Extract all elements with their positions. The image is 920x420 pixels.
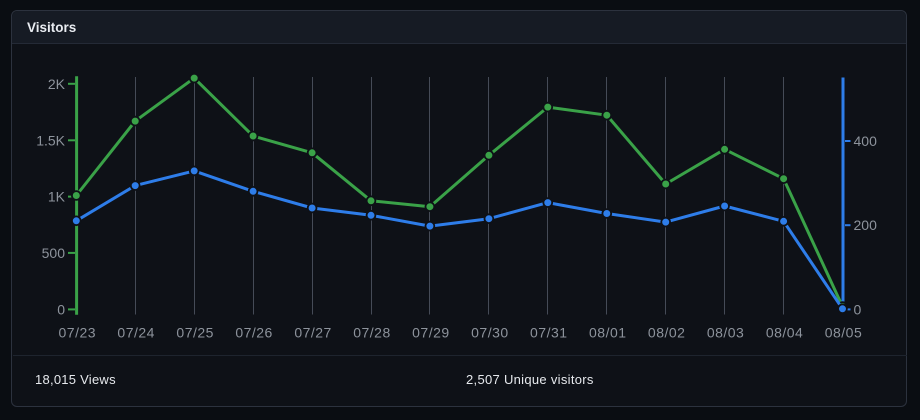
svg-text:0: 0 bbox=[854, 301, 862, 317]
svg-text:08/03: 08/03 bbox=[707, 324, 745, 340]
svg-text:07/24: 07/24 bbox=[117, 324, 155, 340]
svg-text:0: 0 bbox=[57, 301, 65, 317]
svg-text:07/27: 07/27 bbox=[294, 324, 332, 340]
svg-text:08/01: 08/01 bbox=[589, 324, 627, 340]
svg-text:500: 500 bbox=[42, 245, 66, 261]
svg-text:07/25: 07/25 bbox=[176, 324, 214, 340]
svg-text:07/29: 07/29 bbox=[412, 324, 450, 340]
svg-text:1.5K: 1.5K bbox=[36, 132, 65, 148]
svg-text:08/04: 08/04 bbox=[766, 324, 804, 340]
svg-text:07/31: 07/31 bbox=[530, 324, 568, 340]
svg-text:2K: 2K bbox=[48, 76, 66, 92]
svg-text:200: 200 bbox=[854, 217, 878, 233]
svg-text:08/05: 08/05 bbox=[825, 324, 863, 340]
svg-text:07/30: 07/30 bbox=[471, 324, 509, 340]
svg-text:08/02: 08/02 bbox=[648, 324, 686, 340]
svg-text:07/28: 07/28 bbox=[353, 324, 391, 340]
svg-text:07/23: 07/23 bbox=[59, 324, 97, 340]
svg-text:400: 400 bbox=[854, 133, 878, 149]
svg-text:07/26: 07/26 bbox=[235, 324, 273, 340]
svg-text:1K: 1K bbox=[48, 189, 66, 205]
